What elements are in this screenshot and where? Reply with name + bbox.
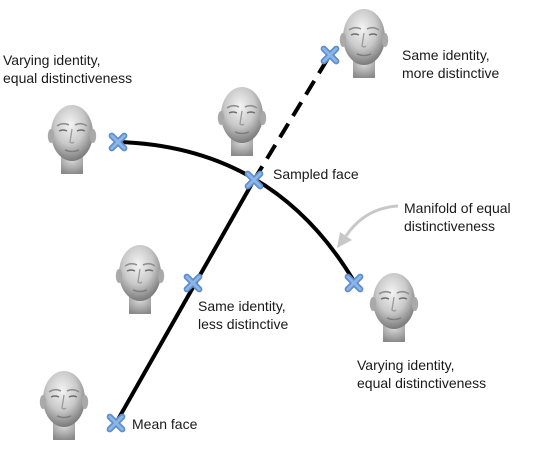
label-line: more distinctive	[402, 65, 500, 81]
label-same-identity-less: Same identity, less distinctive	[198, 297, 288, 333]
label-sampled-face: Sampled face	[273, 165, 359, 183]
label-line: equal distinctiveness	[3, 70, 133, 86]
label-same-identity-more: Same identity, more distinctive	[402, 46, 499, 82]
face-render-icon	[115, 244, 165, 315]
label-line: Same identity,	[198, 298, 286, 314]
cross-marker-icon	[110, 417, 123, 430]
label-line: equal distinctiveness	[357, 375, 487, 391]
label-line: Varying identity,	[3, 52, 101, 68]
cross-marker-icon	[248, 174, 261, 187]
cross-marker-icon	[187, 277, 200, 290]
label-line: Manifold of equal	[404, 200, 511, 216]
label-varying-identity-bottom: Varying identity, equal distinctiveness	[357, 356, 486, 392]
cross-marker-icon	[112, 136, 125, 149]
arrow-icon	[337, 232, 352, 248]
label-line: Varying identity,	[357, 357, 455, 373]
manifold-arrow	[344, 204, 399, 237]
label-line: Sampled face	[273, 166, 359, 182]
label-line: Mean face	[132, 416, 198, 432]
identity-line-solid	[114, 179, 256, 424]
face-render-icon	[46, 104, 97, 175]
cross-marker-icon	[348, 277, 361, 290]
label-line: Same identity,	[402, 47, 490, 63]
cross-marker-icon	[324, 49, 337, 62]
face-render-icon	[38, 370, 89, 441]
face-render-icon	[217, 86, 268, 157]
face-render-icon	[338, 8, 390, 79]
label-manifold: Manifold of equal distinctiveness	[404, 199, 511, 235]
label-line: less distinctive	[198, 316, 289, 332]
label-varying-identity-top: Varying identity, equal distinctiveness	[3, 51, 132, 87]
label-line: distinctiveness	[404, 218, 496, 234]
face-render-icon	[368, 272, 420, 343]
label-mean-face: Mean face	[132, 415, 197, 433]
